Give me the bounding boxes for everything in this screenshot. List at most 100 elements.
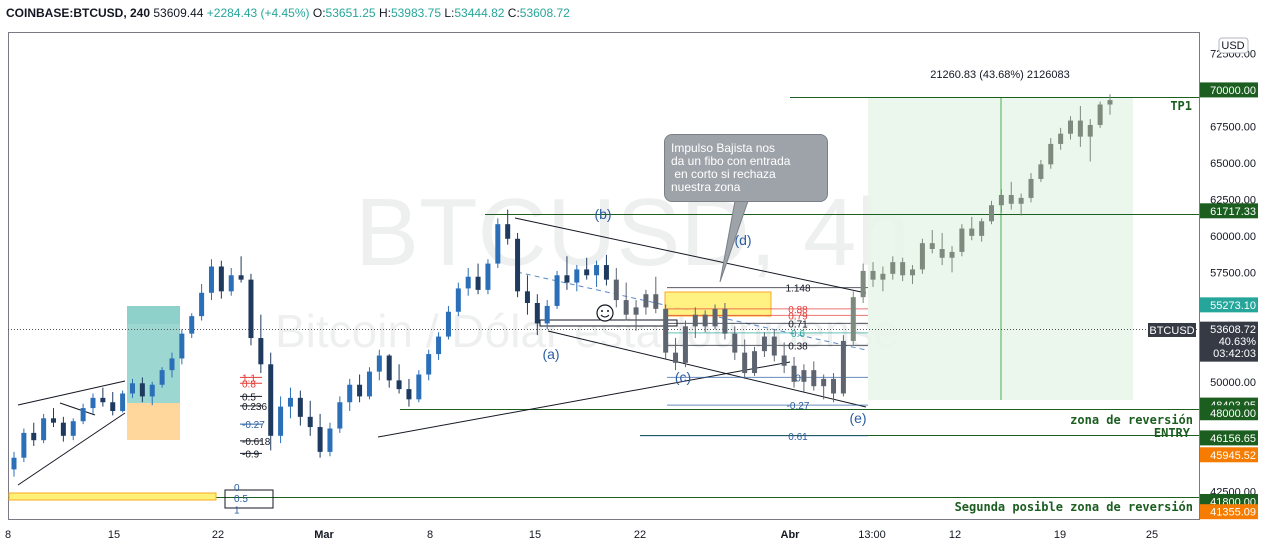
candle-body: [376, 355, 382, 372]
bottom-zone[interactable]: [8, 492, 217, 501]
candle-body: [1038, 164, 1044, 179]
close-value: 53608.72: [519, 6, 570, 20]
candle-body: [900, 262, 906, 276]
wave-b: (b): [594, 206, 611, 222]
candle-body: [169, 358, 175, 371]
open-value: 53651.25: [325, 6, 376, 20]
symbol-label[interactable]: COINBASE:BTCUSD, 240: [6, 6, 151, 20]
candle-body: [623, 300, 629, 315]
fib-left-label: 0.236: [242, 402, 267, 413]
wave-a: (a): [542, 346, 559, 362]
price-tag-value: 61717.33: [1210, 206, 1256, 218]
candle-body: [1097, 104, 1103, 125]
y-tick-label: 67500.00: [1210, 121, 1256, 133]
candle-body: [445, 311, 451, 337]
candle-body: [1008, 195, 1014, 204]
candle-body: [603, 265, 609, 280]
candle-body: [287, 397, 293, 407]
low-label: L:: [444, 6, 455, 20]
candles-group: [11, 94, 1113, 477]
candle-body: [317, 427, 323, 452]
fib-right[interactable]: 1.148 0.880.790.710.60.38 0 -0.27 0.61: [640, 284, 868, 443]
trendline-support[interactable]: [377, 361, 791, 438]
x-tick-label: Mar: [314, 529, 334, 541]
candle-body: [692, 314, 698, 327]
candle-body: [139, 383, 145, 397]
entry-label: ENTRY: [1154, 426, 1191, 440]
candle-body: [771, 336, 777, 356]
candle-body: [791, 365, 797, 382]
candle-body: [850, 297, 856, 341]
candle-body: [120, 393, 126, 411]
channel-upper[interactable]: [514, 217, 867, 294]
price-tag: [1200, 405, 1258, 421]
candle-body: [613, 279, 619, 301]
wave-c: (c): [675, 369, 691, 385]
candle-body: [357, 384, 363, 397]
candle-body: [663, 308, 669, 353]
price-tag: [1200, 321, 1258, 362]
candle-body: [1058, 133, 1064, 144]
candle-body: [732, 333, 738, 353]
wedge-top[interactable]: [17, 380, 126, 406]
candle-body: [524, 291, 530, 303]
x-tick-label: 22: [212, 529, 224, 541]
currency-button[interactable]: [1218, 37, 1249, 54]
candle-body: [297, 397, 303, 417]
currency-button-label[interactable]: USD: [1221, 40, 1244, 52]
fib-right-label: 0.38: [788, 341, 808, 352]
x-tick-label: 19: [1054, 529, 1066, 541]
candle-body: [426, 354, 432, 375]
candle-body: [436, 336, 442, 355]
x-tick-label: 25: [1146, 529, 1158, 541]
fib-left-label: -0.9: [242, 449, 260, 460]
x-tick-label: 8: [427, 529, 433, 541]
channel-lower[interactable]: [547, 330, 867, 408]
segunda-label: Segunda posible zona de reversión: [955, 500, 1193, 514]
candle-body: [1068, 120, 1074, 134]
candle-body: [179, 333, 185, 359]
fib-left-label: 1.1: [242, 373, 256, 384]
candle-body: [396, 380, 402, 390]
candle-body: [1048, 143, 1054, 165]
x-tick-label: 8: [5, 529, 11, 541]
callout-note[interactable]: Impulso Bajista nos da un fibo con entra…: [664, 134, 828, 202]
x-tick-label: 15: [108, 529, 120, 541]
y-tick-label: 57500.00: [1210, 267, 1256, 279]
candle-body: [60, 422, 66, 436]
horizontal-ray-box[interactable]: [539, 319, 678, 327]
price-tag-value: 70000.00: [1210, 85, 1256, 97]
candle-body: [238, 275, 244, 280]
wedge-inner: [59, 402, 96, 416]
candle-body: [998, 195, 1004, 206]
x-tick-label: 15: [529, 529, 541, 541]
x-tick-label: 13:00: [858, 529, 886, 541]
fib-left[interactable]: 1.10.8 0.50.236 -0.27 -0.618-0.9: [240, 373, 271, 460]
candle-body: [50, 418, 56, 423]
price-tag: [1200, 203, 1258, 219]
candle-body: [327, 428, 333, 452]
symbol-tag-label: BTCUSD: [1149, 325, 1194, 337]
candle-body: [989, 205, 995, 222]
candle-body: [594, 265, 600, 276]
candle-body: [100, 397, 106, 403]
candle-body: [979, 221, 985, 236]
long-position-stop[interactable]: [127, 403, 180, 440]
candle-body: [742, 352, 748, 374]
candle-body: [1087, 124, 1093, 137]
candle-body: [416, 374, 422, 400]
fib-left-label: 0.8: [242, 379, 256, 390]
candle-body: [752, 351, 758, 374]
short-entry-zone[interactable]: [664, 291, 772, 317]
candle-body: [821, 378, 827, 387]
fib-bottom[interactable]: 00.51: [234, 483, 248, 517]
x-tick-label: 12: [949, 529, 961, 541]
fib-left-label: 0.5: [242, 392, 256, 403]
candle-body: [337, 402, 343, 429]
fib-right-label: -0.27: [787, 401, 810, 412]
candle-body: [554, 275, 560, 306]
price-tag-value: 55273.10: [1210, 300, 1256, 312]
candle-body: [969, 228, 975, 236]
wedge-bottom[interactable]: [17, 412, 126, 486]
